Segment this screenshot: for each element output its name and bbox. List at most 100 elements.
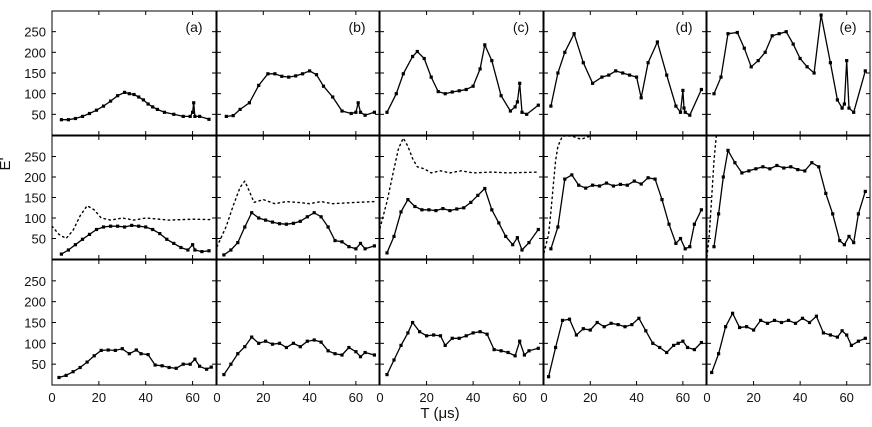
x-tick-label: 60 bbox=[185, 390, 199, 405]
data-point bbox=[759, 318, 763, 322]
data-point bbox=[745, 325, 749, 329]
data-point bbox=[847, 234, 851, 238]
data-point bbox=[597, 184, 602, 188]
data-point bbox=[476, 193, 480, 197]
data-point bbox=[563, 177, 567, 181]
data-point bbox=[800, 316, 805, 320]
data-point bbox=[257, 341, 261, 345]
data-point bbox=[623, 325, 627, 329]
data-point bbox=[828, 333, 832, 337]
data-point bbox=[777, 32, 781, 36]
data-point bbox=[588, 328, 592, 332]
data-point bbox=[229, 248, 233, 252]
data-point bbox=[186, 248, 190, 252]
y-tick-label: 150 bbox=[24, 191, 46, 206]
data-point bbox=[123, 90, 127, 94]
data-point bbox=[604, 181, 609, 185]
data-point bbox=[817, 165, 821, 169]
data-point bbox=[139, 352, 143, 356]
y-tick-label: 250 bbox=[24, 274, 46, 289]
data-point bbox=[441, 207, 445, 211]
data-point bbox=[793, 321, 798, 325]
data-point bbox=[651, 341, 655, 345]
data-point bbox=[59, 118, 63, 122]
data-point bbox=[852, 110, 856, 114]
data-point bbox=[455, 207, 459, 211]
data-point bbox=[511, 243, 515, 247]
data-point bbox=[71, 370, 75, 374]
panel-b-row1: (b) bbox=[216, 10, 380, 136]
data-point bbox=[101, 225, 106, 229]
data-point bbox=[685, 345, 690, 350]
data-point bbox=[490, 208, 494, 212]
data-point bbox=[92, 354, 96, 358]
data-point bbox=[399, 343, 403, 347]
x-tick-label: 0 bbox=[703, 390, 710, 405]
data-point bbox=[270, 220, 275, 224]
data-point bbox=[222, 373, 226, 377]
data-point bbox=[527, 349, 531, 353]
data-point bbox=[824, 191, 828, 195]
data-point bbox=[770, 34, 774, 38]
data-point bbox=[717, 212, 721, 216]
data-point bbox=[109, 99, 113, 103]
x-tick-label: 20 bbox=[92, 390, 106, 405]
data-point bbox=[443, 92, 447, 96]
data-point bbox=[347, 345, 351, 350]
data-point bbox=[151, 105, 155, 109]
data-point bbox=[632, 179, 636, 183]
data-point bbox=[385, 251, 389, 255]
data-point bbox=[319, 340, 323, 344]
panel-letter: (e) bbox=[839, 19, 856, 35]
data-point bbox=[198, 364, 202, 368]
data-point bbox=[294, 74, 298, 78]
data-point bbox=[301, 72, 305, 76]
data-point bbox=[845, 333, 849, 337]
data-point bbox=[132, 92, 136, 97]
data-point bbox=[554, 345, 558, 350]
data-point bbox=[710, 370, 714, 375]
x-tick-label: 20 bbox=[256, 390, 270, 405]
panel-frame bbox=[543, 259, 707, 386]
data-point bbox=[499, 94, 503, 98]
panel-letter: (b) bbox=[348, 19, 365, 35]
data-point bbox=[284, 345, 288, 350]
data-point bbox=[747, 169, 751, 173]
data-point bbox=[567, 317, 572, 321]
data-point bbox=[581, 327, 585, 331]
data-point bbox=[782, 166, 786, 170]
panel-letter: (d) bbox=[675, 19, 692, 35]
data-point bbox=[298, 345, 302, 349]
panel-frame bbox=[379, 10, 544, 136]
data-point bbox=[250, 335, 254, 339]
x-tick-label: 0 bbox=[48, 390, 55, 405]
data-point bbox=[120, 347, 124, 351]
data-point bbox=[64, 373, 68, 377]
data-point bbox=[665, 73, 669, 77]
data-point bbox=[471, 331, 475, 335]
x-tick-label: 40 bbox=[466, 390, 480, 405]
data-point bbox=[280, 74, 284, 78]
data-point bbox=[399, 210, 403, 214]
data-point bbox=[266, 72, 270, 76]
data-point bbox=[600, 75, 604, 79]
x-tick-label: 60 bbox=[839, 390, 853, 405]
data-point bbox=[363, 350, 367, 355]
data-point bbox=[354, 350, 358, 354]
data-point bbox=[287, 75, 291, 79]
data-point bbox=[181, 362, 185, 366]
data-point bbox=[699, 340, 703, 345]
data-point bbox=[574, 333, 578, 337]
data-point bbox=[683, 247, 687, 251]
data-point bbox=[257, 216, 261, 220]
data-point bbox=[536, 346, 540, 350]
data-point bbox=[556, 225, 560, 229]
data-point bbox=[331, 95, 335, 99]
data-point bbox=[688, 113, 692, 117]
data-point bbox=[188, 362, 192, 366]
data-point bbox=[59, 252, 63, 256]
data-point bbox=[672, 343, 676, 347]
data-point bbox=[411, 320, 415, 325]
data-point bbox=[333, 352, 337, 356]
data-point bbox=[499, 349, 503, 353]
